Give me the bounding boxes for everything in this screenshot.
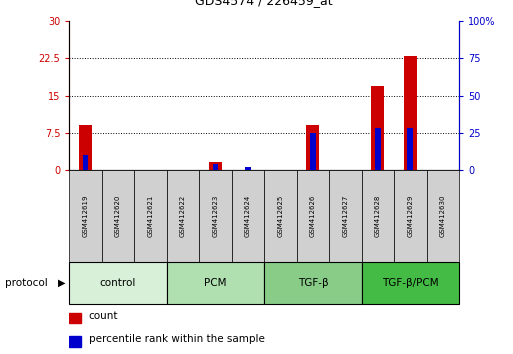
Bar — [264, 262, 362, 304]
Bar — [134, 170, 167, 262]
Bar — [404, 56, 417, 170]
Text: ▶: ▶ — [58, 278, 65, 288]
Bar — [212, 164, 219, 170]
Bar — [394, 170, 427, 262]
Text: protocol: protocol — [5, 278, 48, 288]
Bar — [427, 170, 459, 262]
Bar — [69, 336, 81, 347]
Text: GSM412625: GSM412625 — [278, 195, 284, 237]
Bar — [69, 262, 167, 304]
Bar — [79, 125, 92, 170]
Bar — [310, 133, 316, 170]
Bar — [102, 170, 134, 262]
Text: GSM412628: GSM412628 — [375, 195, 381, 237]
Text: GSM412629: GSM412629 — [407, 195, 413, 237]
Bar — [264, 170, 297, 262]
Bar — [306, 125, 320, 170]
Text: GDS4574 / 226459_at: GDS4574 / 226459_at — [195, 0, 333, 7]
Bar — [209, 162, 222, 170]
Bar — [245, 167, 251, 170]
Bar — [167, 262, 264, 304]
Text: PCM: PCM — [204, 278, 227, 288]
Bar — [407, 128, 413, 170]
Text: count: count — [89, 310, 119, 321]
Text: GSM412626: GSM412626 — [310, 195, 316, 237]
Bar — [83, 155, 88, 170]
Text: control: control — [100, 278, 136, 288]
Bar — [371, 86, 384, 170]
Bar — [375, 128, 381, 170]
Bar — [232, 170, 264, 262]
Text: GSM412621: GSM412621 — [147, 195, 153, 237]
Bar — [362, 262, 459, 304]
Text: GSM412630: GSM412630 — [440, 195, 446, 237]
Text: GSM412627: GSM412627 — [342, 195, 348, 237]
Bar — [69, 313, 81, 323]
Text: TGF-β: TGF-β — [298, 278, 328, 288]
Bar — [297, 170, 329, 262]
Bar — [199, 170, 232, 262]
Bar — [329, 170, 362, 262]
Text: GSM412623: GSM412623 — [212, 195, 219, 237]
Bar — [362, 170, 394, 262]
Text: GSM412619: GSM412619 — [83, 195, 89, 237]
Text: GSM412624: GSM412624 — [245, 195, 251, 237]
Text: percentile rank within the sample: percentile rank within the sample — [89, 334, 265, 344]
Bar — [167, 170, 199, 262]
Bar — [69, 170, 102, 262]
Text: GSM412620: GSM412620 — [115, 195, 121, 237]
Text: GSM412622: GSM412622 — [180, 195, 186, 237]
Text: TGF-β/PCM: TGF-β/PCM — [382, 278, 439, 288]
